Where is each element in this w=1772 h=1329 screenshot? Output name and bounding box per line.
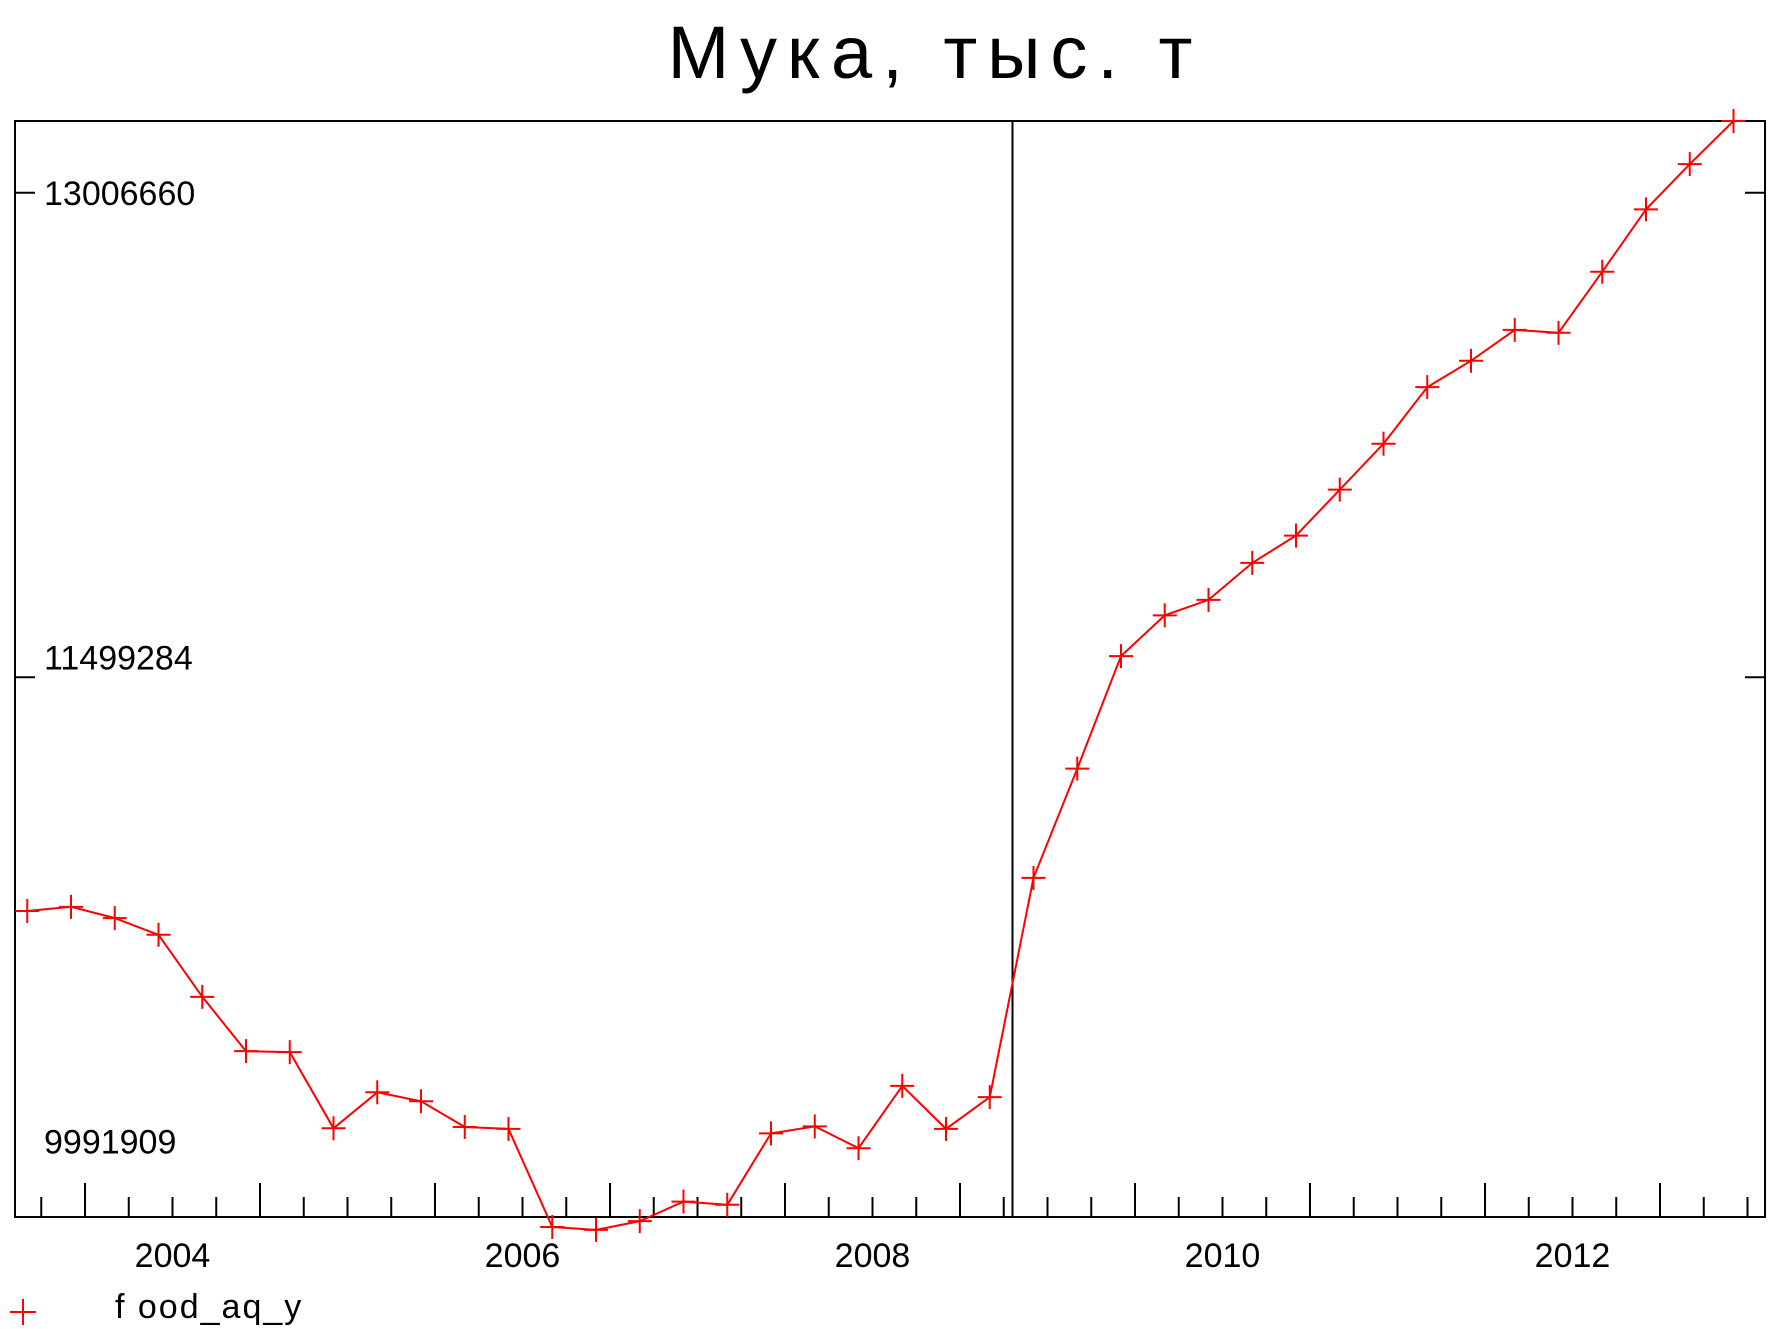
data-point bbox=[1284, 523, 1308, 548]
data-point bbox=[102, 906, 127, 931]
data-point bbox=[890, 1073, 915, 1098]
x-tick-label-2010: 2010 bbox=[1185, 1237, 1261, 1275]
data-point bbox=[234, 1039, 258, 1064]
series-line-0 bbox=[27, 120, 1735, 1231]
data-point bbox=[365, 1080, 390, 1105]
data-point bbox=[584, 1217, 608, 1242]
data-point bbox=[452, 1115, 477, 1140]
data-point bbox=[409, 1089, 433, 1114]
y-tick-label-0: 9991909 bbox=[44, 1124, 176, 1162]
data-point bbox=[759, 1121, 783, 1146]
plot-frame bbox=[14, 120, 1766, 1218]
data-point bbox=[1109, 644, 1133, 669]
chart-title: Мука, тыс. т bbox=[668, 11, 1203, 94]
y-tick-label-1: 11499284 bbox=[44, 639, 193, 677]
data-point bbox=[1065, 756, 1090, 781]
x-tick-label-2008: 2008 bbox=[835, 1237, 911, 1275]
legend: f ood_aq_y bbox=[10, 1288, 303, 1326]
data-point bbox=[802, 1114, 827, 1139]
data-point bbox=[1634, 197, 1658, 222]
data-point bbox=[15, 899, 40, 924]
data-point bbox=[671, 1189, 696, 1214]
series-food-aq-y bbox=[15, 109, 1746, 1242]
x-tick-label-2006: 2006 bbox=[485, 1237, 561, 1275]
data-point bbox=[146, 922, 171, 947]
legend-label: f ood_aq_y bbox=[115, 1288, 303, 1326]
y-tick-label-2: 13006660 bbox=[44, 175, 195, 213]
data-point bbox=[59, 894, 83, 919]
data-point bbox=[1415, 375, 1440, 400]
data-point bbox=[627, 1209, 652, 1234]
data-point bbox=[934, 1116, 958, 1141]
data-point bbox=[715, 1192, 740, 1217]
y-axis: 9991909 11499284 13006660 bbox=[15, 175, 1765, 1162]
data-point bbox=[1590, 259, 1615, 284]
data-point bbox=[496, 1116, 521, 1141]
legend-marker bbox=[10, 1299, 36, 1325]
data-point bbox=[1371, 431, 1396, 456]
data-point bbox=[190, 984, 215, 1009]
x-tick-label-2012: 2012 bbox=[1535, 1237, 1611, 1275]
x-axis: 2004 2006 2008 2010 2012 bbox=[40, 1183, 1749, 1275]
x-tick-label-2004: 2004 bbox=[135, 1237, 211, 1275]
data-point bbox=[1677, 152, 1702, 177]
data-point bbox=[977, 1085, 1002, 1110]
data-point bbox=[1196, 587, 1221, 612]
data-point bbox=[1152, 603, 1177, 628]
data-point bbox=[321, 1116, 346, 1141]
data-point bbox=[1459, 348, 1483, 373]
data-point bbox=[1240, 550, 1265, 575]
data-point bbox=[1021, 865, 1046, 890]
data-point bbox=[277, 1040, 302, 1065]
data-point bbox=[1546, 320, 1571, 345]
data-point bbox=[846, 1136, 871, 1161]
data-point bbox=[1721, 109, 1746, 133]
data-point bbox=[540, 1214, 565, 1239]
data-point bbox=[1327, 477, 1352, 502]
data-point bbox=[1502, 317, 1527, 342]
